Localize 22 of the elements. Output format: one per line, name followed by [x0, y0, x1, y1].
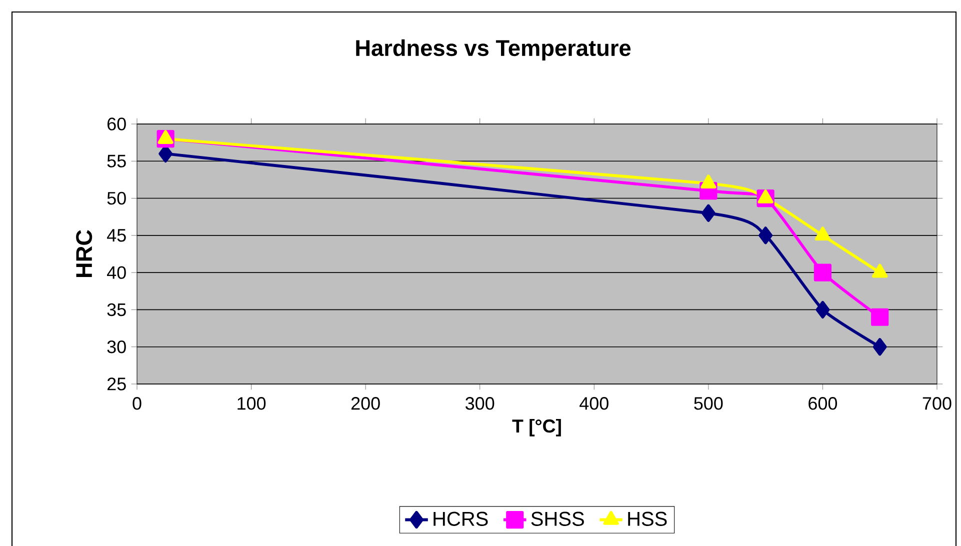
x-tick-label: 700 — [922, 397, 952, 410]
chart-title: Hardness vs Temperature — [356, 39, 631, 61]
y-tick-label: 30 — [107, 340, 126, 354]
legend-label: HCRS — [434, 512, 488, 526]
y-tick-label: 60 — [108, 118, 126, 130]
x-tick-label: 400 — [580, 397, 608, 410]
x-tick-label: 200 — [351, 397, 380, 410]
y-axis-title: HRC — [76, 230, 92, 278]
x-tick-label: 300 — [466, 397, 494, 410]
x-tick-label: 600 — [808, 397, 838, 410]
x-tick-label: 100 — [238, 397, 266, 410]
y-tick-label: 35 — [107, 303, 126, 316]
y-tick-label: 50 — [107, 192, 126, 205]
legend-label: SHSS — [531, 512, 584, 526]
x-axis-title: T [°C] — [512, 418, 561, 436]
y-tick-label: 55 — [107, 154, 126, 168]
x-tick-label: 0 — [132, 397, 142, 410]
legend-label: HSS — [628, 512, 667, 526]
y-tick-label: 45 — [107, 229, 126, 242]
x-tick-label: 500 — [694, 397, 723, 410]
y-tick-label: 40 — [107, 266, 126, 279]
y-tick-label: 25 — [107, 378, 126, 390]
